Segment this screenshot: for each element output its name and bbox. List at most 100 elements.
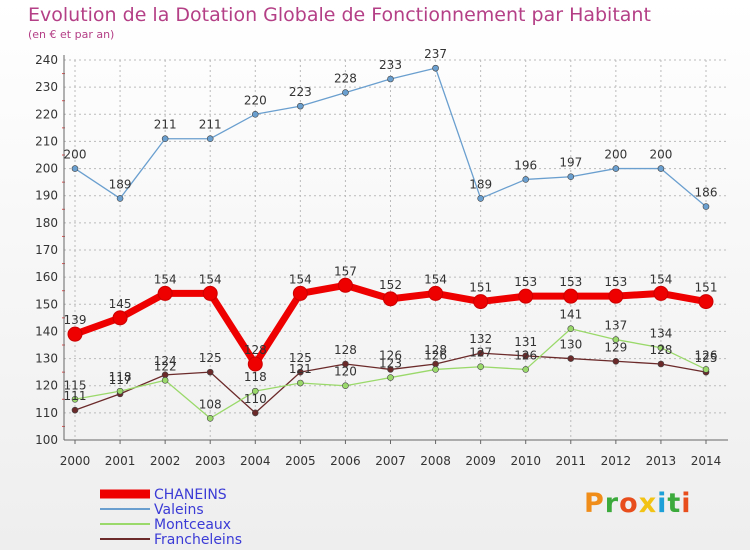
data-point [653,285,669,301]
y-tick-label: 190 [35,189,58,203]
data-point [251,110,259,118]
data-label: 154 [154,272,177,286]
data-label: 126 [514,348,537,362]
data-point [522,352,530,360]
data-label: 128 [334,343,357,357]
data-point [522,176,530,183]
y-tick-label: 170 [35,243,58,257]
data-point [71,406,79,414]
y-tick-label: 150 [35,297,58,311]
y-tick-label: 140 [35,324,58,338]
data-label: 130 [559,338,582,352]
data-point [157,285,173,301]
data-point [116,195,124,202]
data-point [477,195,484,202]
data-label: 151 [469,281,492,295]
data-point [67,326,83,342]
y-tick-label: 210 [35,134,58,148]
legend-label: Montceaux [154,517,231,533]
data-point [387,366,394,373]
data-point [432,64,439,72]
data-point [428,285,444,301]
legend-label: Valeins [154,502,204,518]
data-point [702,366,710,373]
data-label: 189 [469,177,492,191]
data-label: 153 [559,275,582,289]
logo-letter: P [584,488,605,519]
y-tick-label: 130 [35,352,58,366]
data-point [477,363,484,371]
data-label: 123 [379,357,402,371]
data-point [477,349,484,357]
data-point [206,135,214,143]
logo-letter: i [657,488,668,519]
data-point [297,379,304,387]
x-tick-label: 2004 [240,454,271,468]
data-label: 134 [649,327,672,341]
x-tick-label: 2000 [60,454,91,468]
data-point [612,165,620,172]
data-point [473,294,489,310]
data-label: 137 [604,319,627,333]
data-label: 151 [695,281,718,295]
data-point [387,374,394,381]
x-tick-label: 2008 [420,454,451,468]
data-label: 129 [604,340,627,354]
logo-letter: i [681,488,692,519]
data-point [161,376,169,384]
data-label: 126 [424,348,447,362]
data-point [297,368,304,376]
data-label: 118 [244,370,267,384]
data-label: 139 [64,313,87,327]
data-label: 154 [424,272,447,286]
data-label: 153 [514,275,537,289]
x-tick-label: 2014 [691,454,722,468]
data-label: 128 [244,343,267,357]
data-label: 132 [469,332,492,346]
data-label: 211 [154,118,177,132]
data-label: 220 [244,93,267,107]
chart-subtitle: (en € et par an) [28,28,115,41]
data-label: 200 [64,148,87,162]
data-label: 122 [154,359,177,373]
data-label: 121 [289,362,312,376]
data-label: 196 [514,158,537,172]
data-label: 228 [334,72,357,86]
data-label: 126 [379,348,402,362]
data-label: 127 [469,346,492,360]
data-point [612,357,620,365]
x-tick-label: 2006 [330,454,361,468]
y-tick-label: 230 [35,80,58,94]
data-point [251,409,259,417]
data-label: 154 [199,272,222,286]
data-point [337,277,353,293]
x-tick-label: 2011 [556,454,587,468]
y-tick-label: 160 [35,270,58,284]
data-point [342,382,349,390]
logo-letter: x [638,488,658,519]
y-tick-label: 200 [35,162,58,176]
data-point [297,102,304,110]
data-label: 125 [695,351,718,365]
data-label: 157 [334,264,357,278]
series-lines [67,64,714,422]
data-label: 110 [244,392,267,406]
data-point [698,294,714,310]
data-label: 128 [424,343,447,357]
data-label: 200 [604,148,627,162]
legend-label: Francheleins [154,532,242,548]
x-tick-label: 2003 [195,454,226,468]
data-point [383,291,398,307]
data-label: 131 [514,335,537,349]
data-point [608,288,624,304]
data-label: 125 [199,351,222,365]
data-point [567,325,575,333]
data-label: 117 [109,373,132,387]
logo-letter: t [667,488,682,519]
x-tick-label: 2007 [375,454,406,468]
data-point [657,344,665,352]
data-point [522,366,530,373]
data-point [702,203,710,210]
